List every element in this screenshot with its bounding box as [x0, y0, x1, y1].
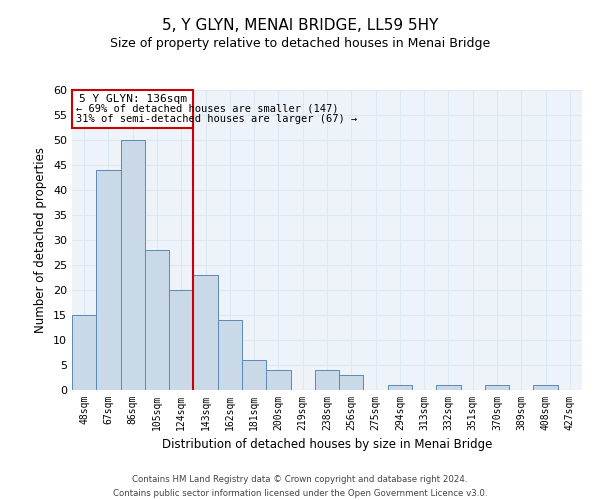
Text: 31% of semi-detached houses are larger (67) →: 31% of semi-detached houses are larger (…: [76, 114, 357, 124]
Bar: [145, 250, 169, 390]
X-axis label: Distribution of detached houses by size in Menai Bridge: Distribution of detached houses by size …: [162, 438, 492, 452]
Text: Contains HM Land Registry data © Crown copyright and database right 2024.
Contai: Contains HM Land Registry data © Crown c…: [113, 476, 487, 498]
FancyBboxPatch shape: [72, 90, 193, 128]
Bar: [121, 140, 145, 390]
Bar: [266, 370, 290, 390]
Bar: [96, 170, 121, 390]
Text: Size of property relative to detached houses in Menai Bridge: Size of property relative to detached ho…: [110, 38, 490, 51]
Bar: [339, 375, 364, 390]
Bar: [218, 320, 242, 390]
Bar: [72, 315, 96, 390]
Text: ← 69% of detached houses are smaller (147): ← 69% of detached houses are smaller (14…: [76, 104, 338, 114]
Bar: [533, 385, 558, 390]
Bar: [388, 385, 412, 390]
Bar: [242, 360, 266, 390]
Bar: [169, 290, 193, 390]
Text: 5 Y GLYN: 136sqm: 5 Y GLYN: 136sqm: [79, 94, 187, 104]
Bar: [193, 275, 218, 390]
Y-axis label: Number of detached properties: Number of detached properties: [34, 147, 47, 333]
Text: 5, Y GLYN, MENAI BRIDGE, LL59 5HY: 5, Y GLYN, MENAI BRIDGE, LL59 5HY: [162, 18, 438, 32]
Bar: [315, 370, 339, 390]
Bar: [436, 385, 461, 390]
Bar: [485, 385, 509, 390]
